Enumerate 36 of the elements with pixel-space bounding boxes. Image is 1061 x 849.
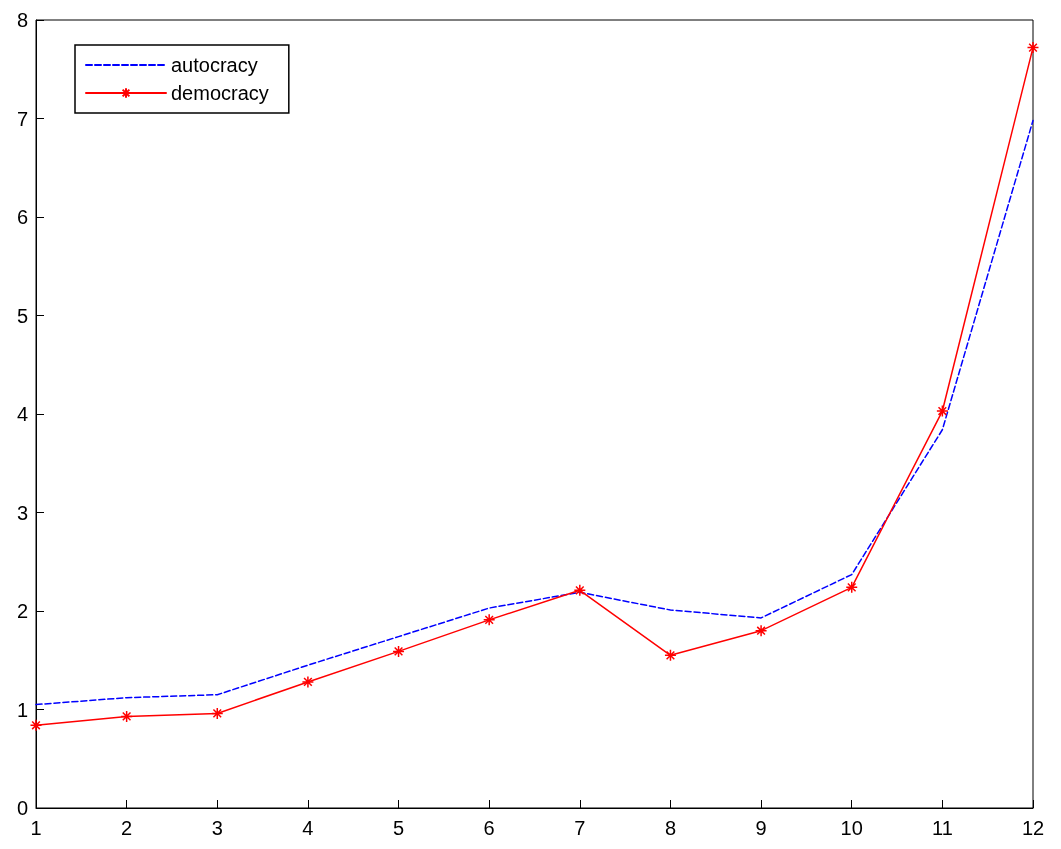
y-tick-label: 0	[16, 797, 28, 819]
x-tick-label: 1	[30, 817, 42, 839]
point	[29, 719, 43, 732]
y-tick-label: 3	[16, 501, 28, 524]
y-tick-label: 2	[16, 600, 28, 622]
y-tick-label: 8	[16, 9, 28, 31]
line-series	[35, 119, 1034, 706]
x-tick-label: 7	[574, 817, 586, 839]
point	[845, 581, 858, 594]
y-tick-label: 4	[16, 403, 28, 425]
y-tick-label: 1	[16, 698, 28, 721]
x-tick-label: 6	[483, 817, 495, 839]
point	[1026, 41, 1040, 54]
x-tick-label: 8	[664, 817, 677, 839]
x-tick-label: 5	[392, 817, 405, 839]
x-tick-label: 12	[1021, 817, 1045, 839]
y-tick-label: 5	[16, 304, 28, 327]
x-tick-label: 2	[121, 817, 133, 839]
point	[482, 613, 496, 627]
point	[573, 584, 587, 597]
point	[664, 649, 677, 662]
point	[936, 404, 949, 418]
x-tick-label: 3	[211, 817, 223, 839]
legend-label: autocracy	[171, 54, 258, 76]
point	[301, 675, 315, 689]
point	[211, 707, 224, 720]
legend-label: democracy	[171, 82, 269, 104]
x-tick-label: 10	[840, 817, 863, 839]
point	[392, 645, 405, 658]
y-tick-label: 6	[16, 206, 28, 228]
x-tick-label: 11	[931, 817, 953, 839]
point	[754, 624, 768, 637]
point	[120, 710, 133, 723]
x-tick-label: 9	[755, 817, 767, 839]
x-tick-label: 4	[302, 817, 314, 839]
y-tick-label: 7	[16, 107, 28, 130]
